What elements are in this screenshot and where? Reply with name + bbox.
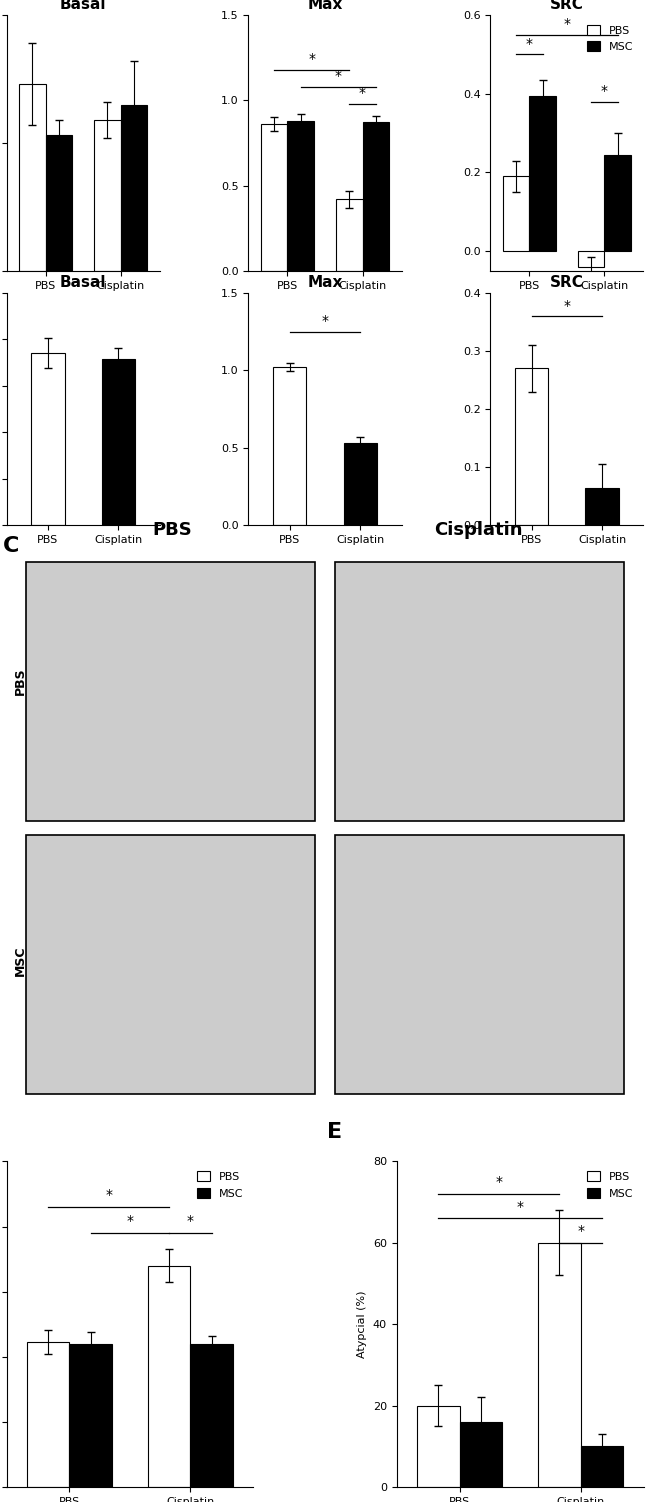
Text: *: * (105, 1188, 112, 1202)
Text: *: * (601, 84, 608, 98)
Title: Basal: Basal (60, 275, 107, 290)
Text: *: * (517, 1200, 523, 1214)
Text: *: * (308, 51, 315, 66)
Bar (46, 135, 72, 270)
Text: *: * (359, 86, 366, 99)
Bar (261, 125, 287, 270)
Text: PBS: PBS (14, 668, 27, 695)
Text: E: E (328, 1122, 343, 1143)
Bar (273, 368, 307, 526)
Bar (538, 1242, 580, 1487)
Bar (363, 123, 389, 270)
Text: C: C (3, 536, 20, 556)
Title: Basal: Basal (60, 0, 107, 12)
Bar (580, 1446, 623, 1487)
Text: MSC: MSC (14, 945, 27, 976)
Text: *: * (526, 36, 533, 51)
Bar (578, 251, 604, 267)
Y-axis label: Atypcial (%): Atypcial (%) (358, 1290, 367, 1358)
Bar (604, 155, 630, 251)
Text: *: * (577, 1224, 584, 1238)
Bar (287, 120, 314, 270)
Text: *: * (335, 69, 342, 83)
Text: *: * (322, 314, 328, 327)
Bar (336, 200, 363, 270)
Bar (529, 96, 556, 251)
Bar (343, 443, 377, 526)
Text: *: * (564, 299, 571, 312)
Title: Max: Max (307, 0, 343, 12)
Title: SRC: SRC (550, 275, 584, 290)
Bar (25, 835, 315, 1095)
Title: Max: Max (307, 275, 343, 290)
Text: *: * (187, 1214, 194, 1229)
Text: PBS: PBS (152, 521, 192, 539)
Bar (27, 1341, 70, 1487)
Bar (94, 120, 121, 270)
Legend: PBS, MSC: PBS, MSC (582, 1167, 638, 1203)
Text: *: * (127, 1214, 133, 1229)
Bar (335, 562, 625, 822)
Bar (148, 1266, 190, 1487)
Bar (460, 1422, 502, 1487)
Legend: PBS, MSC: PBS, MSC (582, 21, 638, 57)
Text: *: * (495, 1175, 502, 1190)
Text: Cisplatin: Cisplatin (434, 521, 522, 539)
Title: SRC: SRC (550, 0, 584, 12)
Bar (335, 835, 625, 1095)
Bar (31, 353, 64, 526)
Bar (121, 105, 147, 270)
Bar (20, 84, 46, 270)
Bar (25, 562, 315, 822)
Bar (503, 176, 529, 251)
Bar (586, 488, 619, 526)
Text: *: * (564, 17, 571, 32)
Bar (417, 1406, 460, 1487)
Bar (70, 1344, 112, 1487)
Legend: PBS, MSC: PBS, MSC (192, 1167, 248, 1203)
Bar (101, 359, 135, 526)
Bar (515, 368, 549, 526)
Bar (190, 1344, 233, 1487)
